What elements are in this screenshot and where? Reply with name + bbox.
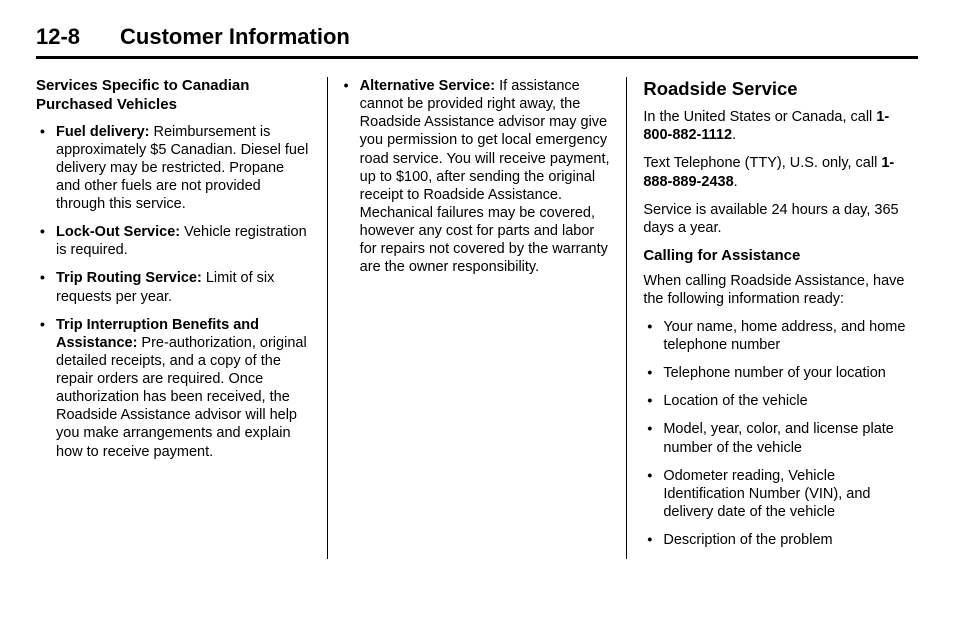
list-item: Lock-Out Service: Vehicle registration i… [36, 223, 311, 259]
intro-para-1: In the United States or Canada, call 1-8… [643, 108, 918, 144]
item-label: Trip Routing Service: [56, 270, 202, 286]
col3-bullet-list: Your name, home address, and home teleph… [643, 318, 918, 549]
list-item: Your name, home address, and home teleph… [643, 318, 918, 354]
col1-bullet-list: Fuel delivery: Reimbursement is approxim… [36, 123, 311, 461]
list-item: Alternative Service: If assistance canno… [340, 77, 615, 276]
col3-subheading: Calling for Assistance [643, 247, 918, 266]
column-3: Roadside Service In the United States or… [627, 77, 918, 559]
item-label: Fuel delivery: [56, 124, 149, 140]
list-item: Description of the problem [643, 531, 918, 549]
list-item: Telephone number of your location [643, 364, 918, 382]
item-text: Pre-authorization, original detailed rec… [56, 335, 307, 460]
page-number: 12-8 [36, 24, 80, 50]
chapter-title: Customer Information [120, 24, 350, 50]
list-item: Fuel delivery: Reimbursement is approxim… [36, 123, 311, 214]
item-text: If assistance cannot be provided right a… [360, 78, 610, 275]
text: Text Telephone (TTY), U.S. only, call [643, 155, 881, 171]
text: . [734, 174, 738, 190]
col2-bullet-list: Alternative Service: If assistance canno… [340, 77, 615, 276]
column-1: Services Specific to Canadian Purchased … [36, 77, 328, 559]
list-item: Trip Routing Service: Limit of six reque… [36, 269, 311, 305]
item-label: Lock-Out Service: [56, 224, 180, 240]
document-page: 12-8 Customer Information Services Speci… [0, 0, 954, 638]
sub-intro: When calling Roadside Assistance, have t… [643, 272, 918, 308]
content-columns: Services Specific to Canadian Purchased … [36, 77, 918, 559]
page-header: 12-8 Customer Information [36, 24, 918, 59]
list-item: Model, year, color, and license plate nu… [643, 420, 918, 456]
text: . [732, 127, 736, 143]
text: In the United States or Canada, call [643, 109, 876, 125]
item-label: Alternative Service: [360, 78, 495, 94]
list-item: Odometer reading, Vehicle Identification… [643, 467, 918, 521]
list-item: Trip Interruption Benefits and Assistanc… [36, 316, 311, 461]
column-2: Alternative Service: If assistance canno… [328, 77, 628, 559]
intro-para-3: Service is available 24 hours a day, 365… [643, 201, 918, 237]
col1-heading: Services Specific to Canadian Purchased … [36, 77, 311, 115]
col3-heading: Roadside Service [643, 77, 918, 100]
list-item: Location of the vehicle [643, 392, 918, 410]
intro-para-2: Text Telephone (TTY), U.S. only, call 1-… [643, 154, 918, 190]
